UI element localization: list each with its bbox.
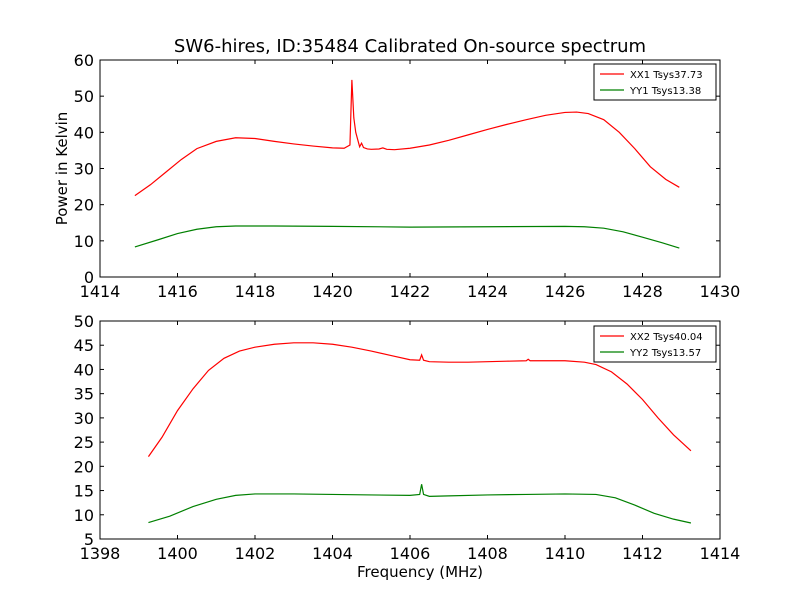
x-tick-label: 1414	[700, 544, 741, 563]
x-tick-label: 1400	[157, 544, 198, 563]
y-tick-label: 60	[74, 51, 94, 70]
x-tick-label: 1426	[545, 282, 586, 301]
y-tick-label: 0	[84, 268, 94, 287]
chart-title: SW6-hires, ID:35484 Calibrated On-source…	[174, 36, 646, 57]
x-axis-label: Frequency (MHz)	[357, 563, 483, 581]
y-tick-label: 30	[74, 160, 94, 179]
x-tick-label: 1404	[312, 544, 353, 563]
y-tick-label: 5	[84, 530, 94, 549]
x-tick-label: 1428	[622, 282, 663, 301]
y-tick-label: 15	[74, 482, 94, 501]
x-tick-label: 1418	[235, 282, 276, 301]
x-tick-label: 1410	[545, 544, 586, 563]
x-tick-label: 1420	[312, 282, 353, 301]
y-tick-label: 40	[74, 360, 94, 379]
y-axis-label: Power in Kelvin	[53, 112, 71, 226]
y-tick-label: 35	[74, 385, 94, 404]
x-tick-label: 1422	[390, 282, 431, 301]
x-tick-label: 1408	[467, 544, 508, 563]
y-tick-label: 20	[74, 196, 94, 215]
y-tick-label: 40	[74, 123, 94, 142]
series-line-yy-panel-2	[148, 484, 692, 524]
y-tick-label: 25	[74, 433, 94, 452]
legend-label: XX2 Tsys40.04	[630, 332, 703, 343]
x-tick-label: 1416	[157, 282, 198, 301]
legend-label: YY1 Tsys13.38	[629, 86, 701, 97]
x-tick-label: 1402	[235, 544, 276, 563]
series-line-xx-panel-1	[134, 79, 680, 197]
legend-label: YY2 Tsys13.57	[629, 348, 701, 359]
x-tick-label: 1406	[390, 544, 431, 563]
series-line-yy-panel-1	[134, 225, 680, 249]
top-panel: 1414 1416 1418 1420 1422 1424 1426 1428 1430 0 10 2…	[53, 51, 740, 301]
legend-box	[593, 325, 717, 363]
y-tick-label: 50	[74, 312, 94, 331]
series-line-xx-panel-2	[147, 342, 692, 457]
bottom-panel: 1398 1400 1402 1404 1406 1408 1410 1412 1414 5 10 1…	[74, 312, 741, 581]
y-tick-label: 20	[74, 457, 94, 476]
y-tick-label: 30	[74, 409, 94, 428]
y-tick-label: 10	[74, 232, 94, 251]
x-tick-label: 1430	[700, 282, 741, 301]
legend-label: XX1 Tsys37.73	[630, 70, 703, 81]
y-tick-label: 10	[74, 506, 94, 525]
legend: XX1 Tsys37.73 YY1 Tsys13.38	[593, 63, 717, 101]
x-tick-label: 1414	[80, 282, 121, 301]
x-tick-label: 1398	[80, 544, 121, 563]
legend: XX2 Tsys40.04 YY2 Tsys13.57	[593, 325, 717, 363]
x-tick-label: 1424	[467, 282, 508, 301]
legend-box	[593, 63, 717, 101]
y-tick-label: 45	[74, 336, 94, 355]
y-tick-label: 50	[74, 87, 94, 106]
x-tick-label: 1412	[622, 544, 663, 563]
